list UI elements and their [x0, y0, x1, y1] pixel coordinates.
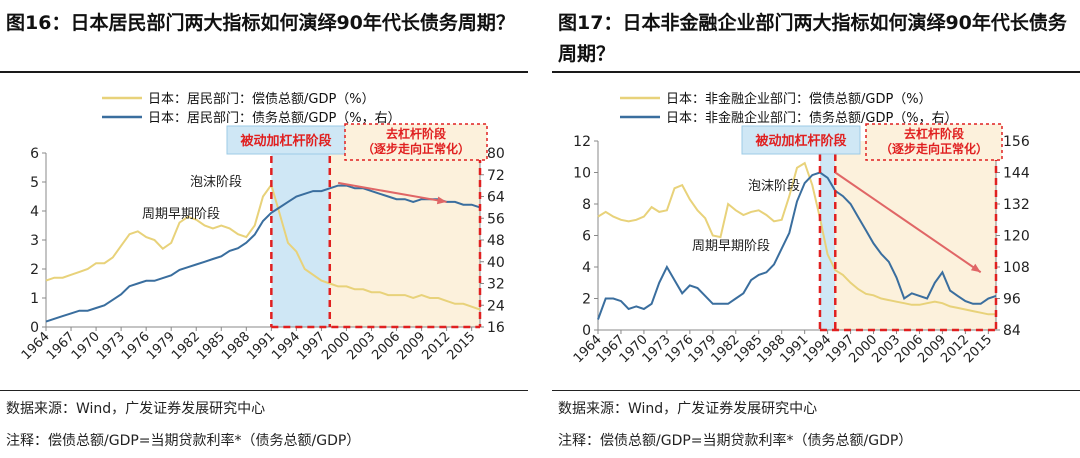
x-tick-label: 1994: [269, 329, 303, 363]
right-tick-label: 120: [1003, 229, 1030, 245]
right-tick-label: 84: [1003, 323, 1021, 339]
right-tick-label: 64: [487, 190, 505, 206]
right-figure-title: 图17：日本非金融企业部门两大指标如何演绎90年代长债务周期？: [558, 12, 1067, 65]
left-tick-label: 1: [30, 291, 39, 307]
deleverage-trend-arrow: [337, 181, 447, 203]
deleverage-sublabel: （逐步走向正常化）: [362, 141, 470, 156]
right-tick-label: 72: [487, 168, 505, 184]
left-tick-label: 2: [582, 292, 591, 308]
legend-label-total-debt: 日本：非金融企业部门：债务总额/GDP（%，右）: [666, 110, 958, 126]
right-tick-label: 156: [1003, 134, 1030, 150]
bubble-stage-annotation: 泡沫阶段: [190, 175, 242, 190]
right-tick-label: 132: [1003, 197, 1030, 213]
right-tick-label: 108: [1003, 260, 1030, 276]
early-cycle-annotation: 周期早期阶段: [692, 239, 770, 254]
x-tick-label: 1976: [119, 329, 153, 363]
right-tick-label: 144: [1003, 166, 1030, 182]
left-chart: 0123456162432404856647280196419671970197…: [19, 92, 505, 363]
x-tick-label: 1985: [194, 329, 228, 363]
right-chart: 0246810128496108120132144156196419671970…: [571, 91, 1030, 366]
legend-label-debt-service: 日本：非金融企业部门：偿债总额/GDP（%）: [666, 91, 932, 107]
deleverage-label-box: [344, 123, 488, 161]
x-tick-label: 2006: [369, 329, 403, 363]
left-note-text: 注释：偿债总额/GDP=当期贷款利率*（债务总额/GDP）: [6, 433, 361, 449]
x-tick-label: 2000: [319, 329, 353, 363]
debt-service-series-line: [597, 161, 996, 316]
left-tick-label: 12: [573, 134, 591, 150]
left-tick-label: 0: [582, 323, 591, 339]
right-tick-label: 24: [487, 298, 505, 314]
passive-leverage-label-box: [226, 125, 346, 155]
x-tick-label: 2012: [419, 329, 453, 363]
deleverage-label: 去杠杆阶段: [904, 126, 965, 141]
passive-leverage-region: [271, 153, 330, 327]
left-tick-label: 5: [30, 175, 39, 191]
right-tick-label: 56: [487, 211, 505, 227]
passive-leverage-label: 被动加杠杆阶段: [239, 133, 331, 149]
left-figure-panel: 图16：日本居民部门两大指标如何演绎90年代长债务周期？ 0 1 2 3 4 5 6 16 24…: [0, 0, 528, 458]
left-tick-label: 3: [30, 233, 39, 249]
left-figure-title: 图16：日本居民部门两大指标如何演绎90年代长债务周期？: [6, 12, 515, 34]
right-tick-label: 40: [487, 255, 505, 271]
left-source-text: 数据来源：Wind，广发证券发展研究中心: [6, 401, 266, 417]
right-source-rule: [552, 390, 1080, 391]
x-tick-label: 1979: [144, 329, 178, 363]
arrow-head: [970, 263, 981, 273]
deleverage-sublabel: （逐步走向正常化）: [880, 141, 988, 156]
passive-leverage-region: [819, 141, 836, 330]
deleverage-label-box: [865, 123, 1003, 161]
right-title-rule: [552, 71, 1080, 73]
right-note-text: 注释：偿债总额/GDP=当期贷款利率*（债务总额/GDP）: [558, 433, 913, 449]
x-tick-label: 1973: [94, 329, 128, 363]
deleverage-trend-arrow: [834, 171, 982, 274]
passive-leverage-label: 被动加杠杆阶段: [754, 133, 846, 149]
right-source-text: 数据来源：Wind，广发证券发展研究中心: [558, 401, 818, 417]
x-tick-label: 1988: [219, 329, 253, 363]
left-tick-label: 6: [582, 229, 591, 245]
legend-label-total-debt: 日本：居民部门：债务总额/GDP（%，右）: [148, 110, 401, 126]
left-tick-label: 10: [573, 166, 591, 182]
x-tick-label: 2003: [344, 329, 378, 363]
bubble-stage-annotation: 泡沫阶段: [748, 179, 800, 194]
left-tick-label: 4: [30, 204, 39, 220]
x-tick-label: 1982: [169, 329, 203, 363]
left-source-rule: [0, 390, 528, 391]
left-tick-label: 6: [30, 146, 39, 162]
arrow-head: [436, 196, 447, 205]
passive-leverage-label-box: [741, 125, 861, 155]
x-tick-label: 1991: [244, 329, 278, 363]
early-cycle-annotation: 周期早期阶段: [142, 207, 220, 222]
x-tick-label: 1970: [69, 329, 103, 363]
left-tick-label: 0: [30, 320, 39, 336]
right-tick-label: 48: [487, 233, 505, 249]
deleverage-region: [329, 153, 480, 327]
x-tick-label: 1967: [44, 329, 78, 363]
left-tick-label: 8: [582, 197, 591, 213]
debt-service-series-line: [45, 182, 481, 311]
x-tick-label: 1997: [294, 329, 328, 363]
right-tick-label: 32: [487, 277, 505, 293]
right-figure-panel: 图17：日本非金融企业部门两大指标如何演绎90年代长债务周期？ 0 2 4 6 8 10 1…: [552, 0, 1080, 458]
deleverage-label: 去杠杆阶段: [386, 126, 447, 141]
deleverage-region: [835, 141, 996, 330]
total-debt-series-line: [45, 184, 481, 323]
right-tick-label: 16: [487, 320, 505, 336]
x-tick-label: 1964: [19, 329, 53, 363]
left-title-rule: [0, 71, 528, 73]
legend-label-debt-service: 日本：居民部门：偿债总额/GDP（%）: [148, 92, 375, 107]
total-debt-series-line: [597, 171, 997, 320]
left-tick-label: 4: [582, 260, 591, 276]
left-tick-label: 2: [30, 262, 39, 278]
x-tick-label: 2009: [394, 329, 428, 363]
right-tick-label: 80: [487, 146, 505, 162]
x-tick-label: 2015: [444, 329, 478, 363]
right-tick-label: 96: [1003, 292, 1021, 308]
